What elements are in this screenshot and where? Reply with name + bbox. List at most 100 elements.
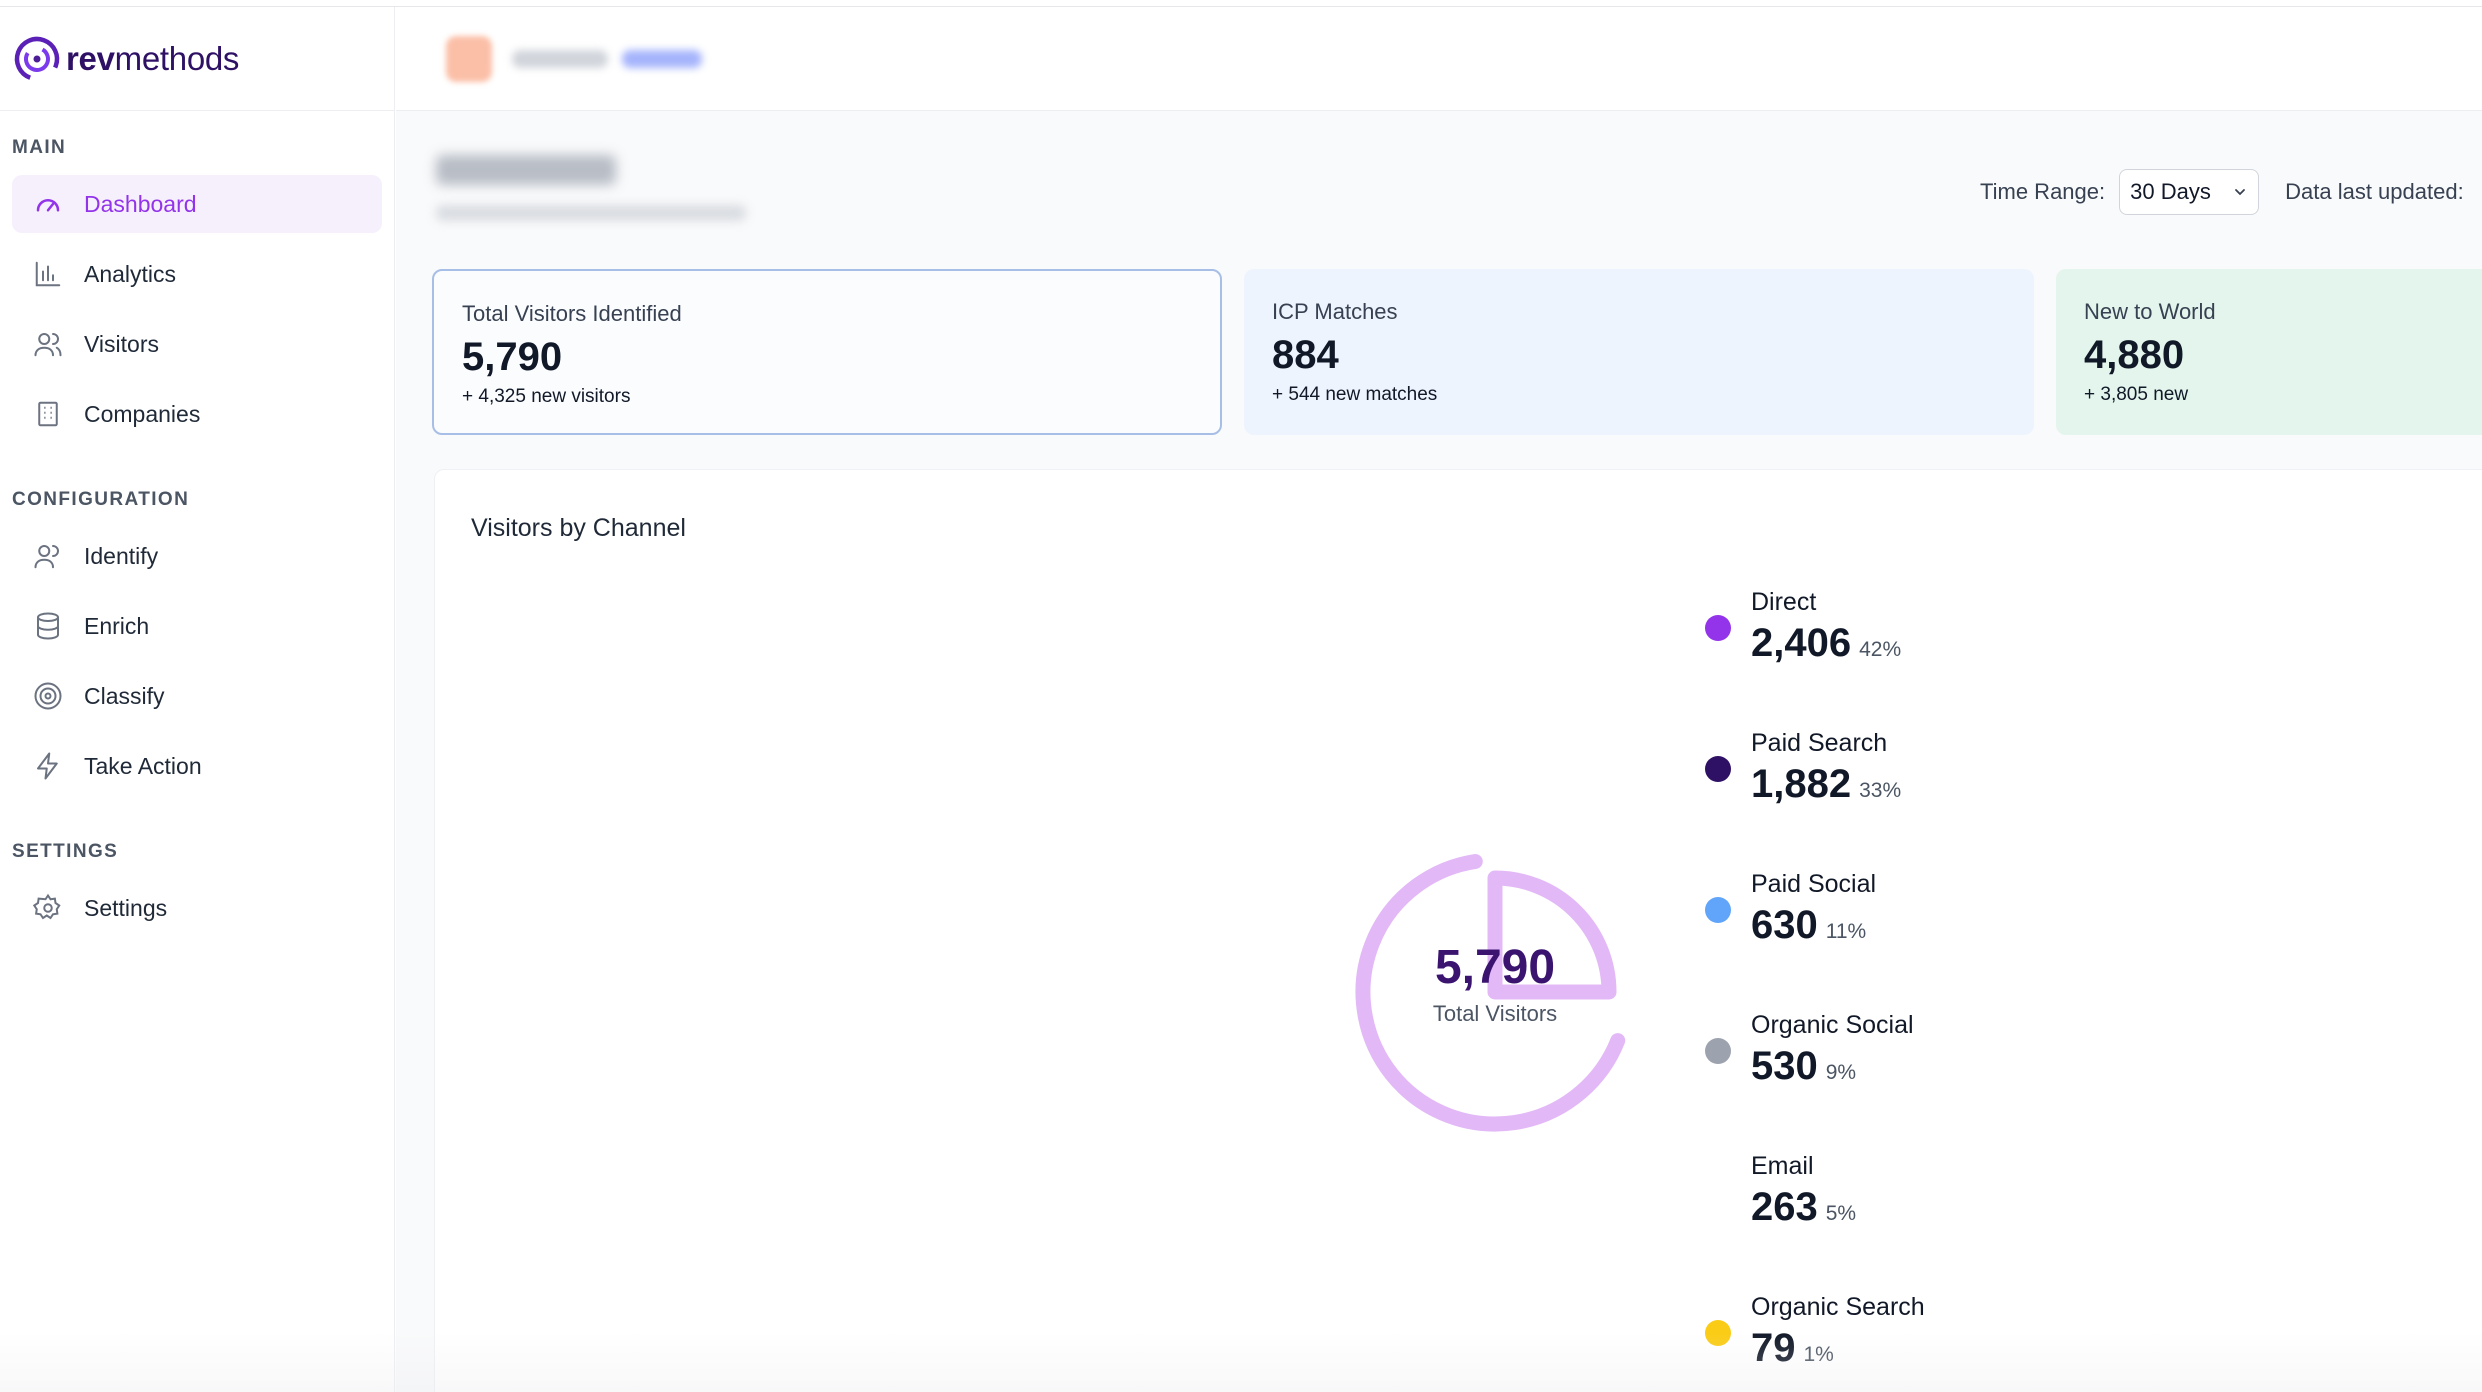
legend-channel-value: 530 (1751, 1044, 1818, 1088)
legend-channel-percent: 5% (1825, 1202, 1857, 1225)
donut-center: 5,790 Total Visitors (1345, 940, 1645, 1027)
sidebar-item-visitors[interactable]: Visitors (12, 315, 382, 373)
user-icon (32, 540, 64, 572)
stat-card-total-visitors[interactable]: Total Visitors Identified 5,790 + 4,325 … (432, 269, 1222, 435)
page-subtitle-redacted (436, 205, 746, 221)
chevron-down-icon (2235, 189, 2246, 196)
sidebar-item-label: Take Action (84, 752, 202, 779)
lightning-icon (32, 750, 64, 782)
stat-value: 5,790 (462, 335, 563, 379)
gear-icon (32, 892, 64, 924)
sidebar-item-settings[interactable]: Settings (12, 879, 382, 937)
legend-color-dot (1705, 1038, 1731, 1064)
brand-logo[interactable]: revmethods (0, 7, 394, 111)
stat-label: Total Visitors Identified (462, 301, 682, 326)
bar-chart-icon (32, 258, 64, 290)
legend-channel-name: Paid Search (1751, 729, 1888, 757)
channel-legend: Direct 2,406 42% Paid Search 1,882 33% Paid So… (1703, 588, 1925, 1392)
workspace-avatar[interactable] (446, 35, 492, 82)
legend-item: Organic Search 79 1% (1703, 1293, 1925, 1392)
legend-channel-value: 2,406 (1751, 621, 1852, 665)
time-range-control: Time Range: 30 Days Data last updated: (1980, 169, 2464, 215)
legend-item: Paid Social 630 11% (1703, 870, 1925, 1011)
legend-channel-percent: 1% (1803, 1343, 1834, 1366)
legend-channel-name: Organic Search (1751, 1293, 1925, 1321)
section-label-configuration: CONFIGURATION (12, 489, 190, 510)
legend-item: Paid Search 1,882 33% (1703, 729, 1925, 870)
legend-color-dot (1705, 756, 1731, 782)
legend-channel-name: Direct (1751, 588, 1817, 616)
legend-channel-name: Paid Social (1751, 870, 1877, 898)
legend-channel-percent: 33% (1859, 779, 1902, 802)
legend-color-dot (1705, 1320, 1731, 1346)
legend-channel-percent: 11% (1825, 920, 1867, 943)
page-header: Time Range: 30 Days Data last updated: (396, 111, 2482, 266)
revmethods-logo-icon (14, 36, 60, 81)
data-last-updated: Data last updated: (2285, 179, 2464, 204)
gauge-icon (32, 188, 64, 220)
legend-item: Organic Social 530 9% (1703, 1011, 1925, 1152)
donut-ring-arc (1355, 853, 1626, 1132)
legend-item: Email 263 5% (1703, 1152, 1925, 1293)
time-range-label: Time Range: (1980, 179, 2106, 204)
sidebar-item-classify[interactable]: Classify (12, 667, 382, 725)
stat-card-icp-matches[interactable]: ICP Matches 884 + 544 new matches (1244, 269, 2034, 435)
legend-color-dot (1705, 615, 1731, 641)
users-icon (32, 328, 64, 360)
legend-channel-value: 263 (1751, 1185, 1818, 1229)
sidebar-item-enrich[interactable]: Enrich (12, 597, 382, 655)
stat-label: ICP Matches (1272, 299, 1398, 324)
brand-wordmark: revmethods (66, 39, 240, 77)
visitors-by-channel-card: Visitors by Channel 5,790 Total Visitors… (434, 469, 2482, 1392)
sidebar-item-label: Companies (84, 400, 201, 427)
time-range-select[interactable]: 30 Days (2119, 169, 2260, 215)
stat-delta: + 4,325 new visitors (462, 386, 631, 407)
stat-delta: + 544 new matches (1272, 384, 1438, 405)
sidebar-item-take-action[interactable]: Take Action (12, 737, 382, 795)
legend-color-dot (1705, 897, 1731, 923)
legend-channel-percent: 42% (1859, 638, 1902, 661)
window-top-border (0, 0, 2482, 7)
legend-channel-percent: 9% (1825, 1061, 1857, 1084)
nav-main: Dashboard Analytics Visitors Companies (0, 175, 394, 443)
card-title: Visitors by Channel (471, 514, 686, 542)
sidebar-item-label: Identify (84, 542, 159, 569)
stat-delta: + 3,805 new (2084, 384, 2189, 405)
stat-label: New to World (2084, 299, 2216, 324)
database-icon (32, 610, 64, 642)
top-bar (396, 7, 2482, 111)
sidebar-item-companies[interactable]: Companies (12, 385, 382, 443)
sidebar-item-analytics[interactable]: Analytics (12, 245, 382, 303)
legend-item: Direct 2,406 42% (1703, 588, 1925, 729)
legend-channel-value: 1,882 (1751, 762, 1852, 806)
stat-value: 4,880 (2084, 333, 2185, 377)
sidebar-item-identify[interactable]: Identify (12, 527, 382, 585)
sidebar-item-label: Settings (84, 894, 168, 921)
section-label-main: MAIN (12, 137, 67, 158)
time-range-value: 30 Days (2130, 179, 2211, 204)
stat-card-new-to-world[interactable]: New to World 4,880 + 3,805 new (2056, 269, 2482, 435)
legend-channel-value: 79 (1751, 1326, 1796, 1370)
sidebar-item-label: Visitors (84, 330, 159, 357)
sidebar-item-label: Dashboard (84, 190, 197, 217)
legend-channel-name: Email (1751, 1152, 1814, 1180)
legend-channel-value: 630 (1751, 903, 1818, 947)
nav-settings: Settings (0, 879, 394, 937)
sidebar-item-label: Enrich (84, 612, 150, 639)
workspace-name-redacted (512, 49, 608, 68)
donut-slice-direct (1487, 870, 1617, 1000)
sidebar-item-label: Analytics (84, 260, 177, 287)
sidebar-item-label: Classify (84, 682, 165, 709)
sidebar-item-dashboard[interactable]: Dashboard (12, 175, 382, 233)
target-icon (32, 680, 64, 712)
visitors-donut-chart (1355, 853, 1626, 1132)
section-label-settings: SETTINGS (12, 841, 119, 862)
building-icon (32, 398, 64, 430)
workspace-badge-redacted (622, 49, 702, 68)
donut-total-caption: Total Visitors (1432, 1001, 1558, 1026)
donut-total-value: 5,790 (1434, 941, 1556, 994)
legend-channel-name: Organic Social (1751, 1011, 1914, 1039)
page-title-redacted (436, 155, 616, 185)
nav-configuration: Identify Enrich Classify Take Action (0, 527, 394, 795)
stat-value: 884 (1272, 333, 1339, 377)
